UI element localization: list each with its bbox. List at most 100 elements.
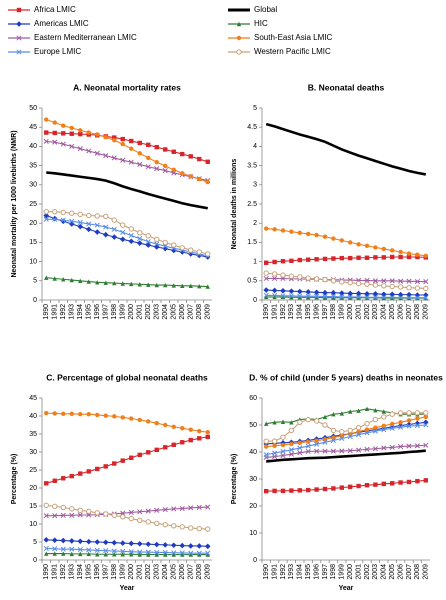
marker [289,295,294,300]
marker [188,174,193,179]
marker [111,226,117,232]
marker [86,148,92,154]
marker [381,283,387,289]
marker [86,412,91,417]
marker [271,287,278,294]
y-tick-label: 4.5 [247,124,257,131]
marker [364,483,370,488]
marker [264,444,269,449]
marker [137,417,142,423]
marker [52,120,57,125]
marker [61,131,66,136]
marker [171,149,176,154]
x-tick-label: 2002 [145,564,152,580]
x-tick-label: 1997 [103,304,110,320]
marker [348,255,353,261]
marker [61,551,66,556]
marker [264,226,269,231]
x-tick-label: 2002 [145,304,152,320]
marker [128,226,134,232]
marker [103,134,108,140]
marker [288,447,294,453]
marker [330,437,336,443]
y-axis-label: Percentage (%) [231,454,238,505]
marker [129,455,134,460]
y-tick-label: 30 [29,449,37,456]
marker [43,537,50,543]
x-tick-label: 2000 [347,304,354,320]
marker [205,159,210,164]
y-tick-label: 10 [249,530,257,537]
x-tick-label: 1993 [69,564,76,580]
marker [43,545,49,552]
y-tick-label: 0 [33,557,37,564]
marker [137,151,142,156]
marker [16,35,22,41]
x-tick-label: 1999 [120,304,127,320]
marker [69,473,74,479]
marker [146,552,151,557]
marker [145,508,151,514]
marker [280,419,286,424]
marker [162,522,168,528]
marker [264,260,269,265]
marker [196,550,202,556]
y-tick-label: 2.5 [247,201,257,208]
marker [280,272,286,278]
marker [414,422,420,429]
y-tick-label: 0 [253,557,257,564]
marker [52,503,58,510]
marker [43,216,49,222]
marker [154,447,159,453]
x-tick-label: 1996 [313,304,320,320]
marker [423,410,429,416]
x-tick-label: 1992 [60,304,67,320]
marker [146,450,151,455]
series-line [46,171,208,210]
marker [381,295,386,301]
marker [171,167,176,173]
marker [94,150,100,156]
marker [102,539,109,546]
marker [414,295,420,301]
x-tick-label: 1992 [280,304,287,320]
x-tick-label: 1992 [280,564,287,580]
legend-label: HIC [254,19,268,28]
marker [103,280,108,285]
marker [364,281,370,287]
marker [322,276,328,283]
marker [137,509,143,515]
marker [112,414,117,419]
marker [61,123,66,128]
marker [322,422,328,428]
marker [406,479,412,485]
marker [372,282,379,288]
marker [196,525,202,532]
marker [272,450,278,456]
marker [85,538,92,545]
marker [179,550,185,556]
x-tick-label: 2006 [397,564,404,580]
marker [390,295,395,301]
series-line [266,294,426,299]
marker [188,505,194,511]
marker [197,436,202,441]
x-tick-label: 2007 [406,304,413,320]
marker [103,464,108,469]
marker [347,427,353,434]
marker [94,539,101,545]
marker [331,486,336,491]
marker [69,411,74,417]
series-line [266,449,426,463]
marker [339,295,344,300]
marker [390,421,395,427]
x-tick-label: 2006 [179,564,186,580]
x-tick-label: 1991 [271,564,278,580]
marker [322,439,328,445]
marker [297,257,302,263]
marker [372,291,379,297]
marker [356,432,362,438]
marker [305,275,311,281]
marker [179,505,185,512]
